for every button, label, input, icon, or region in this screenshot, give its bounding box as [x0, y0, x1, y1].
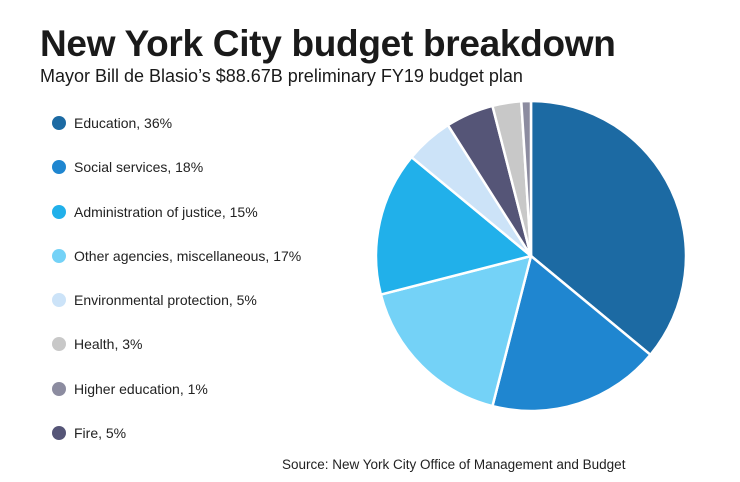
legend-item-social-services: Social services, 18%: [52, 152, 352, 196]
pie-slice-education: [529, 99, 688, 357]
legend-label: Environmental protection, 5%: [74, 292, 257, 309]
legend-swatch: [52, 160, 66, 175]
legend: Education, 36% Social services, 18% Admini…: [52, 108, 352, 462]
pie-slice-higher-education: [520, 99, 533, 258]
legend-swatch: [52, 426, 66, 441]
legend-item-higher-education: Higher education, 1%: [52, 374, 352, 418]
legend-label: Higher education, 1%: [74, 380, 208, 397]
pie-slice-administration-of-justice: [374, 155, 533, 296]
legend-label: Health, 3%: [74, 336, 143, 353]
source-note: Source: New York City Office of Manageme…: [282, 457, 626, 472]
legend-label: Other agencies, miscellaneous, 17%: [74, 247, 302, 264]
legend-swatch: [52, 116, 66, 130]
legend-swatch: [52, 293, 66, 308]
pie-slice-other-agencies-miscellaneous: [379, 254, 533, 408]
legend-item-environmental-protection: Environmental protection, 5%: [52, 285, 352, 329]
legend-label: Fire, 5%: [74, 425, 127, 442]
pie-slice-social-services: [491, 254, 652, 413]
legend-label: Administration of justice, 15%: [74, 203, 258, 220]
legend-item-other-agencies-miscellaneous: Other agencies, miscellaneous, 17%: [52, 241, 352, 285]
legend-swatch: [52, 337, 66, 352]
legend-item-fire: Fire, 5%: [52, 418, 352, 462]
chart-title: New York City budget breakdown: [40, 23, 616, 64]
legend-swatch: [52, 204, 66, 219]
legend-label: Education, 36%: [74, 115, 173, 131]
legend-swatch: [52, 381, 66, 396]
legend-item-health: Health, 3%: [52, 329, 352, 373]
legend-item-administration-of-justice: Administration of justice, 15%: [52, 197, 352, 241]
legend-swatch: [52, 248, 66, 263]
legend-label: Social services, 18%: [74, 159, 204, 176]
legend-item-education: Education, 36%: [52, 108, 352, 152]
chart-subtitle: Mayor Bill de Blasio’s $88.67B prelimina…: [40, 66, 523, 86]
